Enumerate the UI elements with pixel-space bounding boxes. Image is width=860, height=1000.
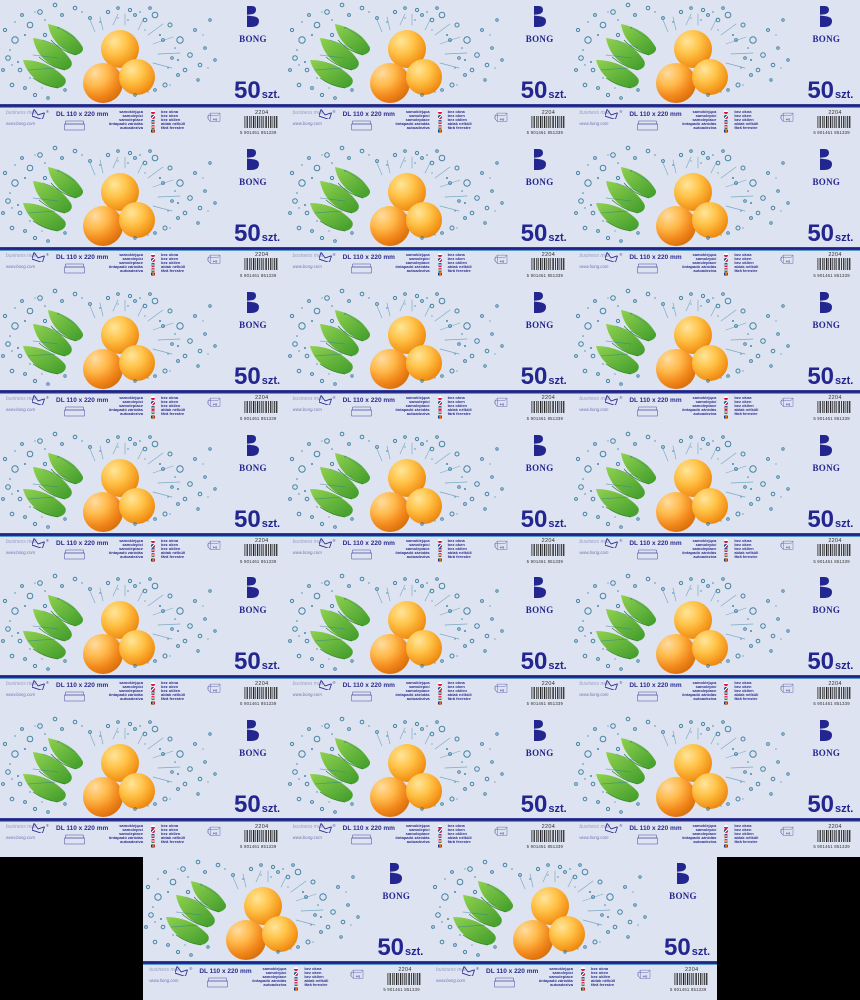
svg-text:443: 443	[500, 260, 505, 264]
svg-text:443: 443	[786, 689, 791, 693]
svg-text:443: 443	[786, 117, 791, 121]
svg-text:443: 443	[356, 974, 361, 978]
svg-text:443: 443	[500, 117, 505, 121]
svg-text:443: 443	[643, 974, 648, 978]
svg-text:443: 443	[213, 260, 218, 264]
svg-text:443: 443	[213, 831, 218, 835]
svg-text:443: 443	[213, 546, 218, 550]
svg-text:443: 443	[213, 689, 218, 693]
svg-text:443: 443	[786, 546, 791, 550]
svg-text:443: 443	[786, 403, 791, 407]
svg-text:443: 443	[500, 546, 505, 550]
svg-text:443: 443	[500, 689, 505, 693]
svg-text:443: 443	[786, 260, 791, 264]
svg-text:443: 443	[213, 403, 218, 407]
svg-text:443: 443	[213, 117, 218, 121]
svg-text:443: 443	[500, 403, 505, 407]
svg-text:443: 443	[786, 831, 791, 835]
svg-text:443: 443	[500, 831, 505, 835]
